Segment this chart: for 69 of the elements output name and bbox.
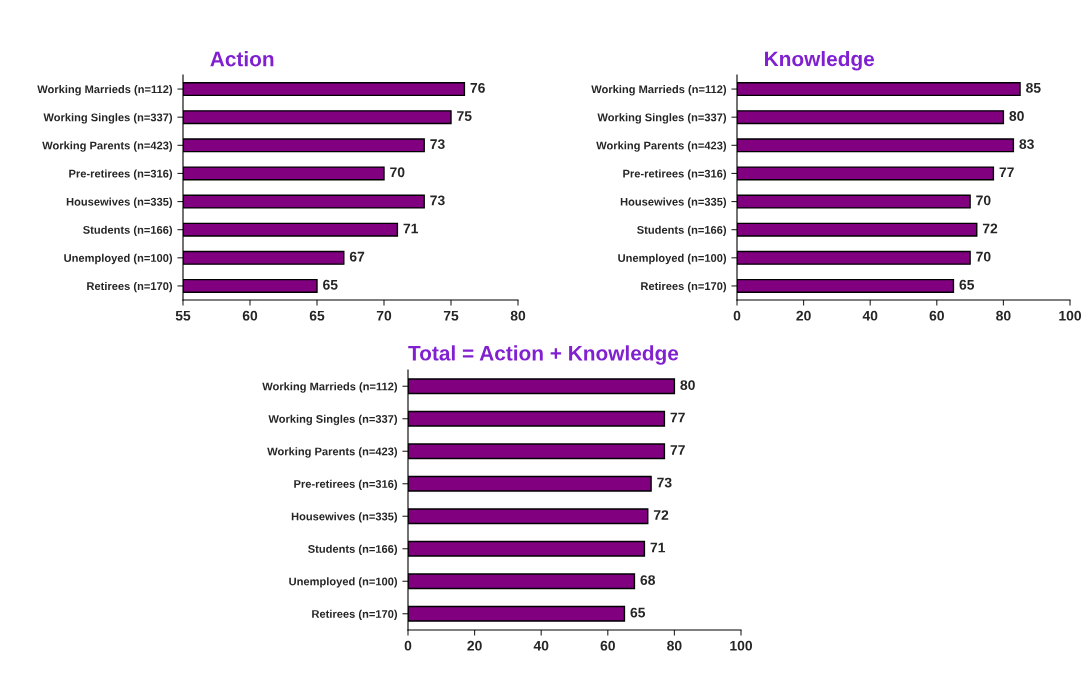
data-label: 85: [1026, 82, 1041, 93]
data-label: 72: [653, 510, 669, 520]
y-tick-label: Retirees (n=170): [87, 281, 173, 293]
data-label: 70: [390, 167, 405, 178]
y-tick-label: Housewives (n=335): [66, 197, 173, 208]
y-tick-label: Pre-retirees (n=316): [623, 169, 727, 180]
data-label: 76: [470, 82, 485, 93]
x-tick-label: 75: [443, 310, 459, 321]
chart-title: Knowledge: [765, 50, 875, 71]
data-label: 73: [430, 195, 445, 206]
data-label: 73: [657, 477, 672, 488]
x-tick-label: 60: [929, 310, 944, 321]
data-label: 70: [976, 195, 991, 206]
x-tick-label: 80: [667, 640, 682, 651]
x-tick-label: 0: [733, 310, 741, 321]
y-tick-label: Working Marrieds (n=112): [262, 382, 398, 393]
y-tick-label: Unemployed (n=100): [289, 577, 398, 588]
x-tick-label: 0: [404, 640, 412, 651]
data-label: 72: [982, 223, 998, 234]
y-tick-label: Unemployed (n=100): [618, 253, 727, 265]
data-label: 80: [680, 380, 695, 390]
y-tick-label: Retirees (n=170): [641, 281, 727, 293]
x-tick-label: 20: [467, 640, 482, 651]
x-tick-label: 65: [309, 310, 325, 321]
y-tick-label: Students (n=166): [637, 225, 727, 237]
x-tick-label: 100: [1059, 310, 1082, 321]
x-tick-label: 55: [175, 310, 191, 321]
x-tick-label: 70: [376, 310, 392, 321]
x-tick-label: 20: [796, 310, 811, 321]
y-tick-label: Students (n=166): [308, 544, 398, 556]
y-tick-label: Working Singles (n=337): [268, 414, 398, 426]
data-label: 71: [650, 542, 666, 553]
data-label: 83: [1019, 139, 1034, 150]
x-tick-label: 60: [600, 640, 615, 651]
y-tick-label: Students (n=166): [83, 225, 173, 237]
data-label: 65: [630, 607, 646, 618]
x-tick-label: 80: [996, 310, 1011, 321]
y-tick-label: Working Parents (n=423): [42, 141, 173, 152]
chart-title: Total = Action + Knowledge: [408, 345, 679, 365]
y-tick-label: Pre-retirees (n=316): [294, 479, 398, 491]
data-label: 65: [959, 279, 975, 290]
y-tick-label: Unemployed (n=100): [64, 253, 173, 265]
y-tick-label: Working Singles (n=337): [597, 113, 727, 124]
data-label: 80: [1009, 111, 1024, 121]
y-tick-label: Working Parents (n=423): [267, 447, 398, 458]
data-label: 77: [670, 445, 685, 455]
data-label: 75: [457, 111, 472, 121]
y-tick-label: Housewives (n=335): [291, 512, 398, 523]
data-label: 71: [403, 223, 419, 234]
x-tick-label: 40: [862, 310, 878, 321]
data-label: 70: [976, 251, 991, 262]
chart-title: Action: [210, 51, 274, 67]
y-tick-label: Working Marrieds (n=112): [37, 85, 173, 96]
x-tick-label: 60: [242, 310, 258, 321]
data-label: 77: [670, 412, 685, 423]
data-label: 67: [349, 251, 365, 262]
y-tick-label: Working Parents (n=423): [596, 141, 727, 152]
y-tick-label: Pre-retirees (n=316): [69, 169, 173, 180]
x-tick-label: 80: [510, 310, 526, 321]
y-tick-label: Housewives (n=335): [620, 197, 727, 208]
data-label: 73: [430, 139, 445, 150]
data-label: 68: [640, 575, 656, 585]
data-label: 65: [323, 279, 338, 290]
x-tick-label: 100: [730, 640, 753, 651]
y-tick-label: Working Singles (n=337): [43, 113, 173, 124]
y-tick-label: Working Marrieds (n=112): [591, 85, 727, 96]
x-tick-label: 40: [533, 640, 549, 651]
y-tick-label: Retirees (n=170): [312, 609, 398, 621]
data-label: 77: [999, 167, 1014, 178]
